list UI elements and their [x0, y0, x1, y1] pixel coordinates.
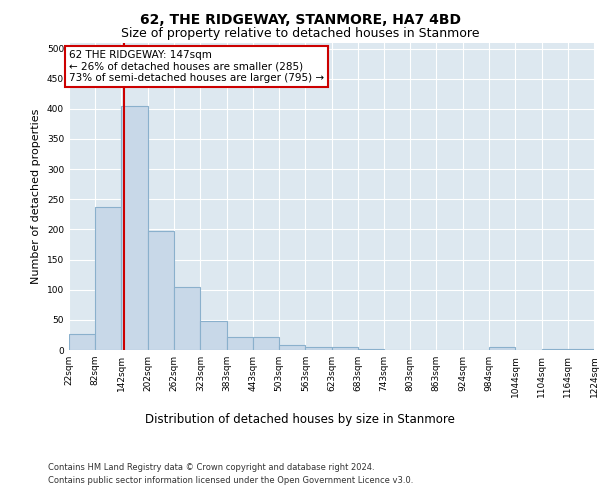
Bar: [69, 334, 95, 350]
Text: Size of property relative to detached houses in Stanmore: Size of property relative to detached ho…: [121, 28, 479, 40]
Bar: [200, 321, 227, 350]
Bar: [489, 347, 515, 350]
Bar: [174, 286, 200, 350]
Text: Contains HM Land Registry data © Crown copyright and database right 2024.: Contains HM Land Registry data © Crown c…: [48, 464, 374, 472]
Bar: [542, 349, 568, 350]
Y-axis label: Number of detached properties: Number of detached properties: [31, 108, 41, 284]
Bar: [279, 345, 305, 350]
Text: Contains public sector information licensed under the Open Government Licence v3: Contains public sector information licen…: [48, 476, 413, 485]
Bar: [148, 230, 174, 350]
Text: 62, THE RIDGEWAY, STANMORE, HA7 4BD: 62, THE RIDGEWAY, STANMORE, HA7 4BD: [139, 12, 461, 26]
Bar: [95, 206, 121, 350]
Bar: [305, 347, 332, 350]
Bar: [227, 336, 253, 350]
Text: Distribution of detached houses by size in Stanmore: Distribution of detached houses by size …: [145, 412, 455, 426]
Bar: [121, 106, 148, 350]
Bar: [253, 336, 279, 350]
Text: 62 THE RIDGEWAY: 147sqm
← 26% of detached houses are smaller (285)
73% of semi-d: 62 THE RIDGEWAY: 147sqm ← 26% of detache…: [69, 50, 324, 83]
Bar: [331, 347, 358, 350]
Bar: [358, 349, 384, 350]
Bar: [568, 349, 594, 350]
